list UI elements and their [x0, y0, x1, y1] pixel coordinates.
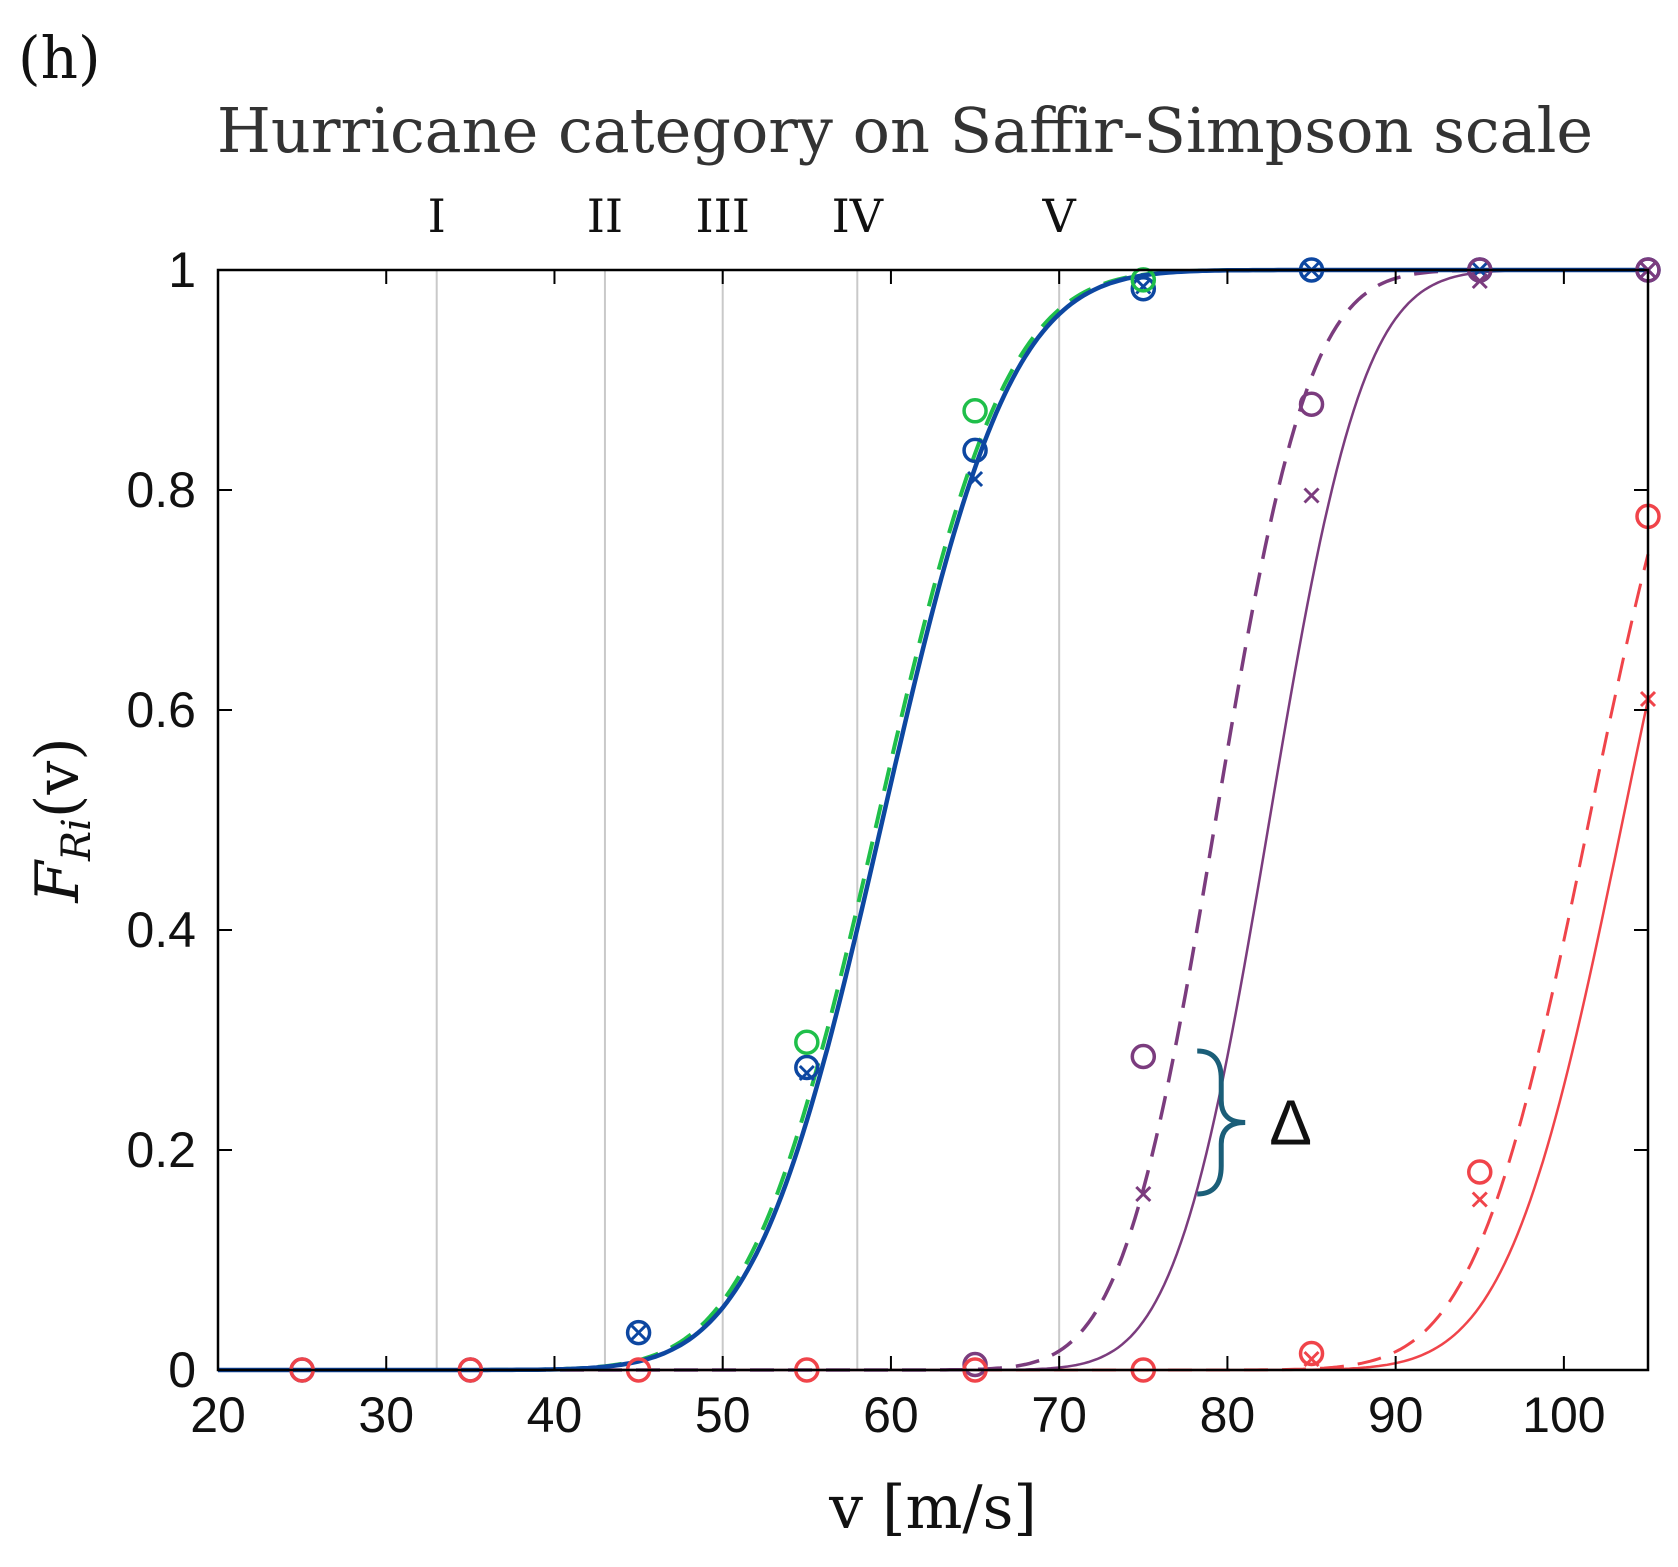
purple-model-circle-marker [1130, 1043, 1157, 1070]
purple-model-circle-marker [1298, 391, 1325, 417]
cdf-curves [218, 267, 1650, 1373]
x-tick-label: 90 [1368, 1387, 1424, 1443]
category-gridlines [435, 270, 1061, 1370]
axis-ticks: 20 30 40 50 60 70 80 90 100 0 0.2 0.4 0.6 0.8 1 [126, 242, 1648, 1443]
category-label-V: V [1042, 189, 1077, 243]
category-label-II: II [587, 189, 623, 243]
category-labels: I II III IV V [428, 189, 1077, 243]
x-tick-label: 70 [1031, 1387, 1087, 1443]
purple-solid-curve [218, 268, 1648, 1372]
x-tick-label: 100 [1522, 1387, 1605, 1443]
blue-model-circle-marker [1130, 275, 1157, 302]
green-model-circle-marker [962, 398, 988, 424]
y-tick-label: 0.2 [126, 1122, 196, 1178]
x-tick-label: 60 [863, 1387, 919, 1443]
blue-model-circle-marker [794, 1054, 820, 1081]
y-tick-label: 0.4 [126, 902, 196, 958]
green-dashed-curve [218, 268, 1648, 1372]
data-markers [289, 257, 1661, 1383]
y-tick-label: 0.6 [126, 682, 196, 738]
y-tick-label: 0 [168, 1342, 196, 1398]
purple-model-x-marker [1135, 1185, 1152, 1203]
red-model-x-marker [1303, 1350, 1320, 1368]
x-tick-label: 20 [190, 1387, 246, 1443]
red-model-circle-marker [1467, 1159, 1493, 1185]
red-model-x-marker [1471, 1191, 1488, 1208]
red-solid-curve [218, 699, 1650, 1372]
blue-model-x-marker [630, 1324, 647, 1341]
blue-model-x-marker [966, 470, 984, 488]
y-tick-label: 1 [168, 242, 196, 298]
purple-model-x-marker [1471, 272, 1488, 290]
blue-model-x-marker [798, 1064, 815, 1082]
y-axis-label: FRi(v) [23, 737, 100, 903]
x-tick-label: 80 [1200, 1387, 1256, 1443]
delta-label: Δ [1269, 1087, 1312, 1159]
blue-model-circle-marker [625, 1319, 652, 1346]
red-model-circle-marker [1298, 1340, 1325, 1367]
x-tick-label: 30 [358, 1387, 414, 1443]
x-tick-label: 50 [695, 1387, 751, 1443]
delta-brace [1197, 1048, 1246, 1197]
purple-model-x-marker [1303, 487, 1320, 504]
x-tick-label: 40 [527, 1387, 583, 1443]
panel-label: (h) [18, 24, 101, 92]
category-label-IV: IV [832, 189, 884, 243]
y-tick-label: 0.8 [126, 462, 196, 518]
chart-title: Hurricane category on Saffir-Simpson sca… [217, 94, 1593, 167]
purple-dashed-curve [218, 268, 1648, 1372]
plot-area-frame [216, 268, 1650, 1372]
red-dashed-curve [218, 553, 1650, 1372]
category-label-III: III [695, 189, 750, 243]
category-label-I: I [428, 189, 446, 243]
green-model-circle-marker [794, 1029, 820, 1055]
x-axis-label: v [m/s] [828, 1473, 1037, 1543]
blue-model-circle-marker [962, 437, 988, 464]
blue-solid-curve [218, 267, 1648, 1373]
